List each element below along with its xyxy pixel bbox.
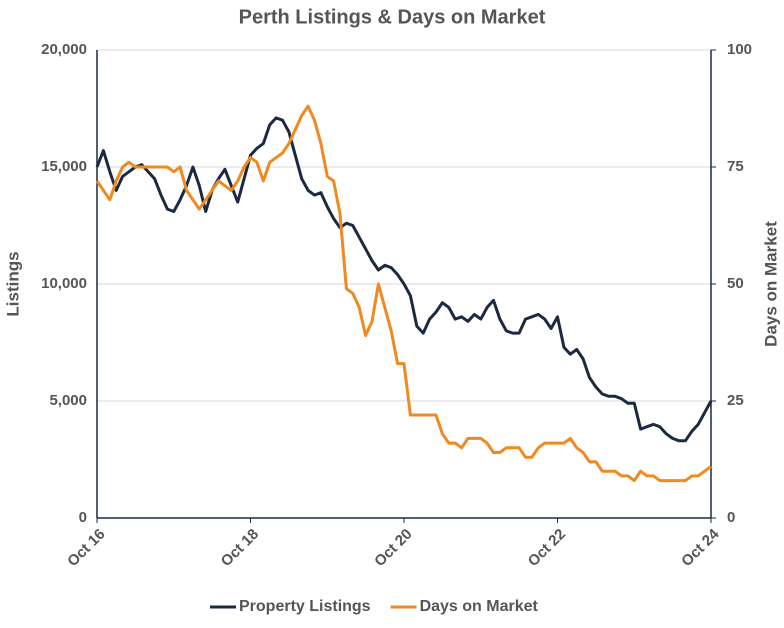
y-tick-label: 5,000: [49, 392, 87, 409]
x-tick-label: Oct 22: [525, 526, 569, 570]
y2-tick-label: 50: [727, 275, 744, 292]
y2-tick-label: 75: [727, 158, 744, 175]
y-tick-label: 10,000: [41, 275, 87, 292]
x-tick-label: Oct 20: [371, 526, 415, 570]
x-tick-label: Oct 18: [218, 526, 262, 570]
y-tick-label: 20,000: [41, 41, 87, 58]
y2-tick-label: 25: [727, 392, 744, 409]
y2-tick-label: 100: [727, 41, 752, 58]
y-axis-title: Listings: [3, 251, 22, 316]
series-line: [95, 116, 713, 443]
y-tick-label: 15,000: [41, 158, 87, 175]
legend-label: Property Listings: [239, 598, 371, 615]
y-tick-label: 0: [79, 509, 87, 526]
y2-tick-label: 0: [727, 509, 735, 526]
x-tick-label: Oct 24: [678, 525, 723, 570]
series-line: [95, 104, 712, 483]
x-tick-label: Oct 16: [64, 526, 108, 570]
y2-axis-title: Days on Market: [761, 221, 780, 347]
legend-label: Days on Market: [420, 598, 539, 615]
chart-title: Perth Listings & Days on Market: [239, 6, 546, 28]
